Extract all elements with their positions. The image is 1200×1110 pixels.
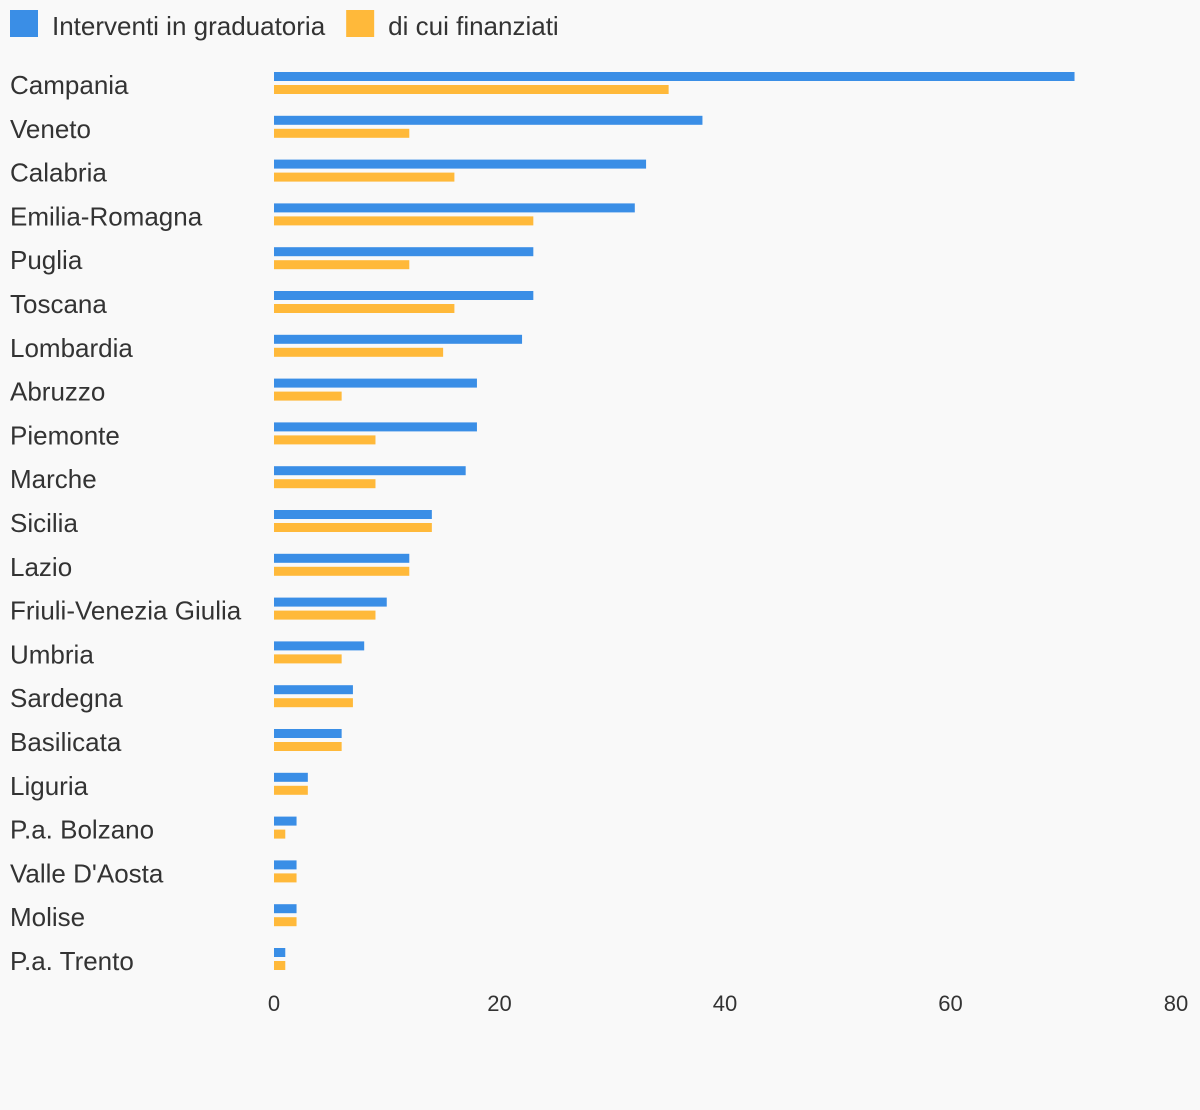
bar-series-1 [274,115,703,125]
bar-series-1 [274,772,308,782]
category-label: Calabria [10,158,107,188]
bar-series-2 [274,917,297,927]
category-label: Lombardia [10,333,133,363]
bar-series-1 [274,553,410,563]
bar-series-2 [274,172,455,182]
bar-series-2 [274,829,286,839]
bar-series-1 [274,247,534,257]
category-label: Sardegna [10,683,123,713]
category-label: Puglia [10,245,83,275]
x-axis-ticks: 0 20 40 60 80 [268,991,1188,1016]
category-label: Toscana [10,289,107,319]
bar-series-1 [274,159,647,169]
bar-series-1 [274,334,523,344]
category-label: Basilicata [10,727,122,757]
legend-label-1: Interventi in graduatoria [52,11,326,41]
legend: Interventi in graduatoria di cui finanzia… [10,10,559,41]
category-label: Lazio [10,552,72,582]
bar-series-1 [274,510,432,519]
bar-series-1 [274,685,353,695]
legend-swatch-1 [10,10,38,37]
category-label: Sicilia [10,508,78,538]
bar-series-2 [274,391,342,401]
bar-series-2 [274,435,376,445]
bar-series-1 [274,422,477,432]
bar-series-1 [274,729,342,738]
bar-series-1 [274,641,365,651]
bar-series-2 [274,698,353,708]
category-label: Marche [10,464,97,494]
bar-series-1 [274,597,387,607]
category-labels: Campania Veneto Calabria Emilia-Romagna Pugl… [10,70,242,976]
category-label: P.a. Trento [10,946,134,976]
x-tick-label: 20 [487,991,511,1016]
category-label: Valle D'Aosta [10,858,164,888]
x-tick-label: 80 [1164,991,1188,1016]
bar-series-2 [274,523,432,532]
bar-series-1 [274,948,286,957]
bar-series-2 [274,479,376,489]
bar-series-1 [274,466,466,476]
bar-series-1 [274,291,534,300]
bar-series-2 [274,742,342,751]
bar-series-2 [274,216,534,226]
bar-series-2 [274,873,297,883]
bar-series-2 [274,961,286,970]
category-label: Abruzzo [10,377,105,407]
category-label: Veneto [10,114,91,144]
bar-series-2 [274,785,308,795]
category-label: Umbria [10,639,94,669]
category-label: Molise [10,902,85,932]
bar-series-2 [274,610,376,620]
x-tick-label: 60 [938,991,962,1016]
category-label: Emilia-Romagna [10,201,203,231]
category-label: Campania [10,70,129,100]
bar-series-2 [274,347,444,357]
bar-series-2 [274,128,410,138]
bar-series-2 [274,304,455,313]
bar-series-2 [274,566,410,576]
bar-series-2 [274,654,342,664]
x-tick-label: 0 [268,991,280,1016]
bar-series-1 [274,203,635,213]
legend-label-2: di cui finanziati [388,11,559,41]
bar-series-1 [274,860,297,870]
bar-series-1 [274,816,297,826]
bar-series-2 [274,85,669,94]
bars [274,72,1075,970]
x-tick-label: 40 [713,991,737,1016]
bar-series-2 [274,260,410,270]
bar-series-1 [274,72,1075,81]
category-label: Liguria [10,771,89,801]
category-label: P.a. Bolzano [10,815,154,845]
legend-swatch-2 [346,10,375,37]
category-label: Friuli-Venezia Giulia [10,596,242,626]
category-label: Piemonte [10,420,120,450]
bar-series-1 [274,378,477,388]
bar-series-1 [274,904,297,914]
